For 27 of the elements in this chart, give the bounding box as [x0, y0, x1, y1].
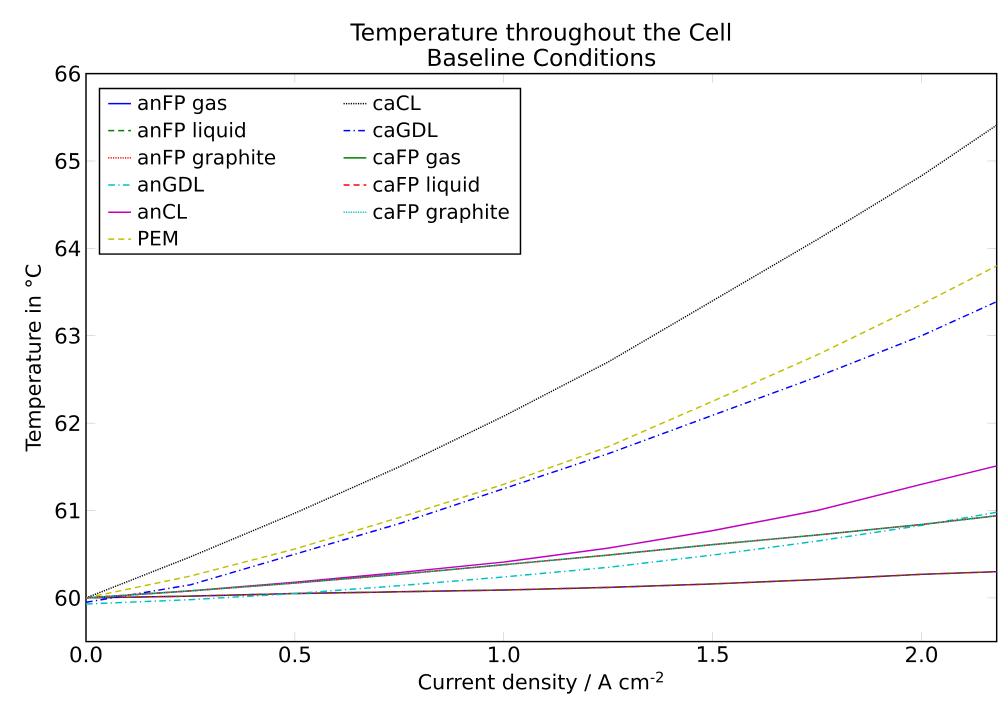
- y-tick-label: 63: [56, 328, 80, 344]
- legend-label: anFP graphite: [138, 149, 276, 169]
- chart-title: Temperature throughout the Cell: [350, 22, 730, 46]
- x-tick-label: 0.0: [70, 646, 102, 662]
- y-axis-title: Temperature in °C: [24, 264, 45, 452]
- legend-label: anFP liquid: [138, 122, 245, 142]
- y-tick-label: 66: [56, 66, 80, 82]
- x-tick-label: 0.5: [279, 646, 310, 662]
- legend-label: anFP gas: [138, 95, 226, 114]
- legend-label: caCL: [373, 95, 421, 110]
- legend-label: caFP graphite: [373, 204, 509, 223]
- chart-subtitle: Baseline Conditions: [428, 48, 656, 66]
- legend-label: PEM: [139, 230, 178, 246]
- legend-label: caGDL: [373, 122, 438, 138]
- y-tick-label: 64: [56, 240, 80, 256]
- x-axis-title: Current density / A cm$^{-2}$: [418, 672, 663, 694]
- legend-label: anGDL: [138, 176, 204, 192]
- y-tick-label: 61: [56, 502, 80, 519]
- legend-label: anCL: [138, 204, 187, 219]
- y-tick-label: 62: [56, 415, 80, 432]
- x-tick-label: 1.5: [698, 646, 728, 662]
- legend-label: caFP gas: [373, 150, 460, 168]
- y-tick-label: 60: [56, 590, 80, 606]
- y-tick-label: 65: [56, 152, 80, 170]
- x-tick-label: 1.0: [489, 646, 520, 662]
- legend-label: caFP liquid: [373, 176, 478, 196]
- x-tick-label: 2.0: [906, 646, 938, 662]
